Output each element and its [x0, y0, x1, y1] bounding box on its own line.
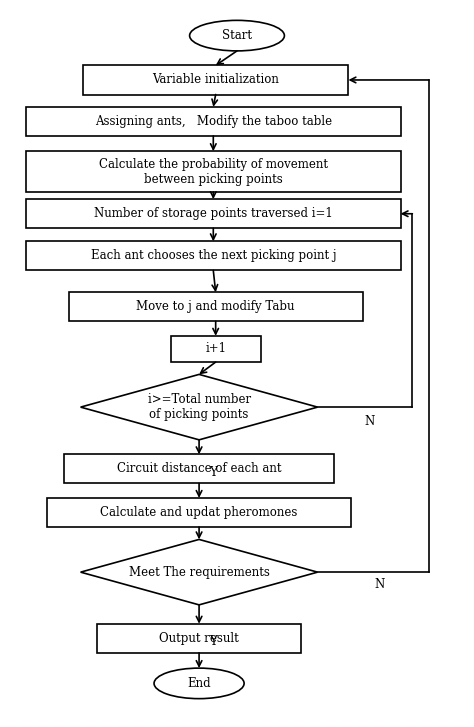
Bar — [47, 498, 351, 527]
Text: Assigning ants,   Modify the taboo table: Assigning ants, Modify the taboo table — [95, 115, 332, 128]
Bar — [26, 241, 401, 270]
Text: Circuit distance of each ant: Circuit distance of each ant — [117, 462, 282, 475]
Text: Output result: Output result — [159, 632, 239, 645]
Text: Variable initialization: Variable initialization — [152, 73, 279, 87]
Text: N: N — [365, 415, 375, 428]
Ellipse shape — [154, 668, 244, 699]
Ellipse shape — [190, 20, 284, 51]
Text: N: N — [374, 578, 384, 591]
Polygon shape — [81, 374, 318, 440]
Text: Number of storage points traversed i=1: Number of storage points traversed i=1 — [94, 207, 333, 220]
Bar — [26, 151, 401, 192]
Text: i>=Total number
of picking points: i>=Total number of picking points — [147, 393, 251, 421]
Text: Start: Start — [222, 29, 252, 42]
Bar — [26, 107, 401, 136]
Polygon shape — [81, 539, 318, 605]
Bar — [97, 624, 301, 653]
Text: i+1: i+1 — [205, 342, 226, 356]
Bar — [26, 199, 401, 228]
Text: End: End — [187, 677, 211, 690]
Text: Move to j and modify Tabu: Move to j and modify Tabu — [137, 300, 295, 313]
Text: Each ant chooses the next picking point j: Each ant chooses the next picking point … — [91, 249, 336, 262]
Bar — [64, 454, 334, 483]
Text: Y: Y — [210, 635, 217, 648]
Bar — [69, 292, 363, 321]
Text: Y: Y — [210, 466, 217, 479]
Text: Calculate the probability of movement
between picking points: Calculate the probability of movement be… — [99, 158, 328, 185]
Text: Calculate and updat pheromones: Calculate and updat pheromones — [100, 506, 298, 519]
Bar — [83, 65, 348, 95]
Bar — [171, 336, 261, 362]
Text: Meet The requirements: Meet The requirements — [128, 566, 270, 579]
